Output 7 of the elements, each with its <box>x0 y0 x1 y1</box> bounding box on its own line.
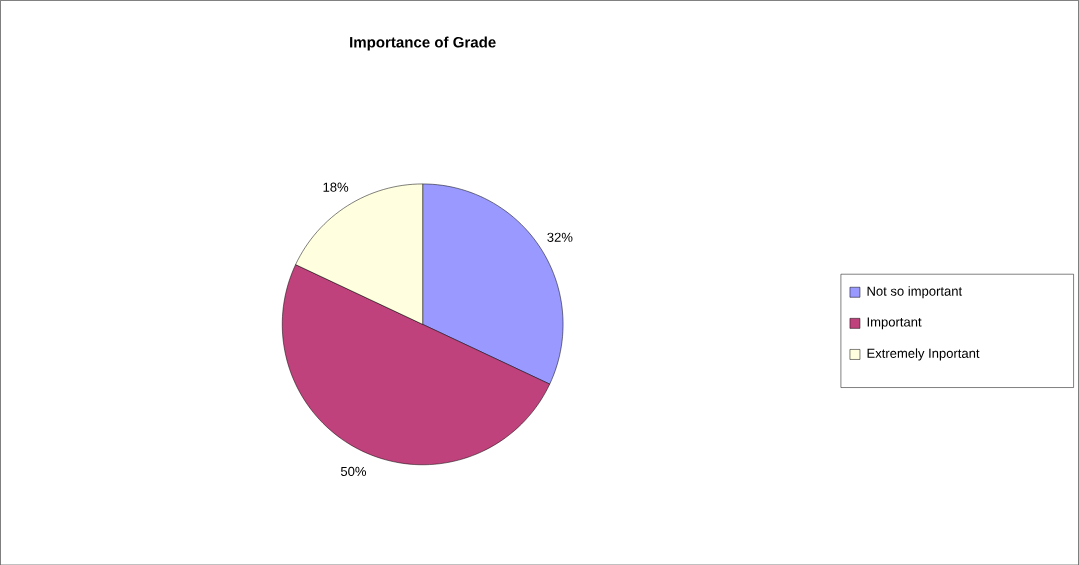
legend-label: Not so important <box>867 285 963 299</box>
data-label: 50% <box>340 466 367 476</box>
data-label: 32% <box>547 232 573 242</box>
legend-label: Extremely Inportant <box>867 348 980 361</box>
data-label: 18% <box>323 182 349 192</box>
legend-label: Important <box>867 317 922 329</box>
chart-title: Importance of Grade <box>350 36 496 51</box>
